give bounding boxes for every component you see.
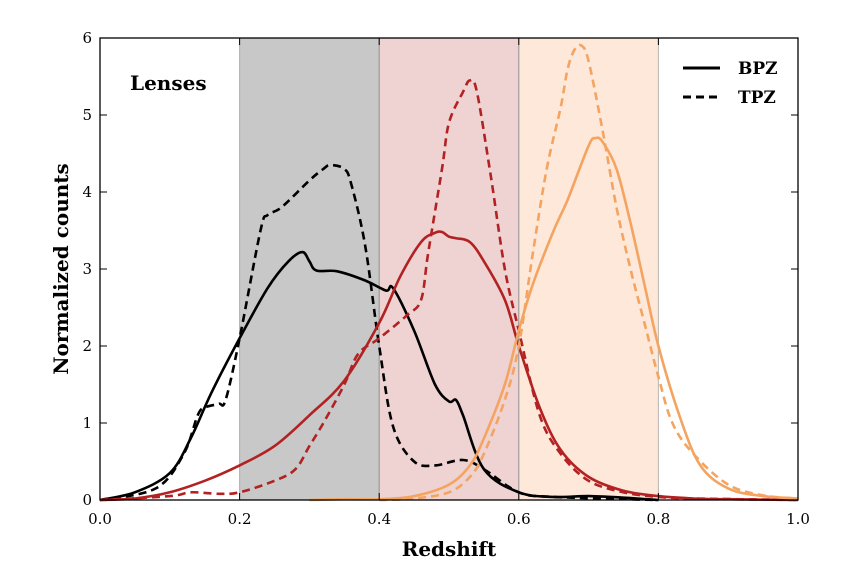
y-tick-label: 1 (82, 414, 92, 432)
legend-bpz-label: BPZ (738, 59, 778, 79)
x-tick-label: 0.6 (507, 510, 531, 528)
legend-tpz-label: TPZ (738, 88, 776, 108)
y-tick-label: 3 (82, 260, 92, 278)
y-axis-title: Normalized counts (49, 163, 73, 375)
x-tick-label: 0.8 (646, 510, 670, 528)
tpz-bin3-line (379, 43, 799, 502)
legend: BPZ TPZ (683, 59, 778, 108)
tpz-bin1-line (99, 163, 659, 502)
bpz-bin3-line (309, 136, 799, 502)
redshift-band-1 (239, 38, 380, 500)
x-axis-title: Redshift (402, 537, 497, 561)
redshift-band-2 (379, 38, 519, 500)
series-lines (99, 43, 799, 502)
tpz-bin2-line (99, 78, 799, 502)
x-tick-label: 1.0 (786, 510, 810, 528)
redshift-bin-bands (239, 38, 659, 500)
x-tick-label: 0.0 (88, 510, 112, 528)
y-tick-label: 2 (82, 337, 92, 355)
lenses-annotation: Lenses (130, 71, 207, 95)
y-tick-label: 0 (82, 491, 92, 509)
redshift-band-3 (518, 38, 659, 500)
bpz-bin1-line (99, 250, 659, 502)
y-tick-label: 6 (82, 29, 92, 47)
y-tick-label: 5 (82, 106, 92, 124)
x-tick-label: 0.4 (367, 510, 391, 528)
bpz-bin2-line (99, 230, 799, 502)
axis-ticks: 0.0 0.2 0.4 0.6 0.8 1.0 0 1 2 3 4 5 6 (82, 29, 809, 528)
y-tick-label: 4 (82, 183, 92, 201)
x-tick-label: 0.2 (228, 510, 252, 528)
